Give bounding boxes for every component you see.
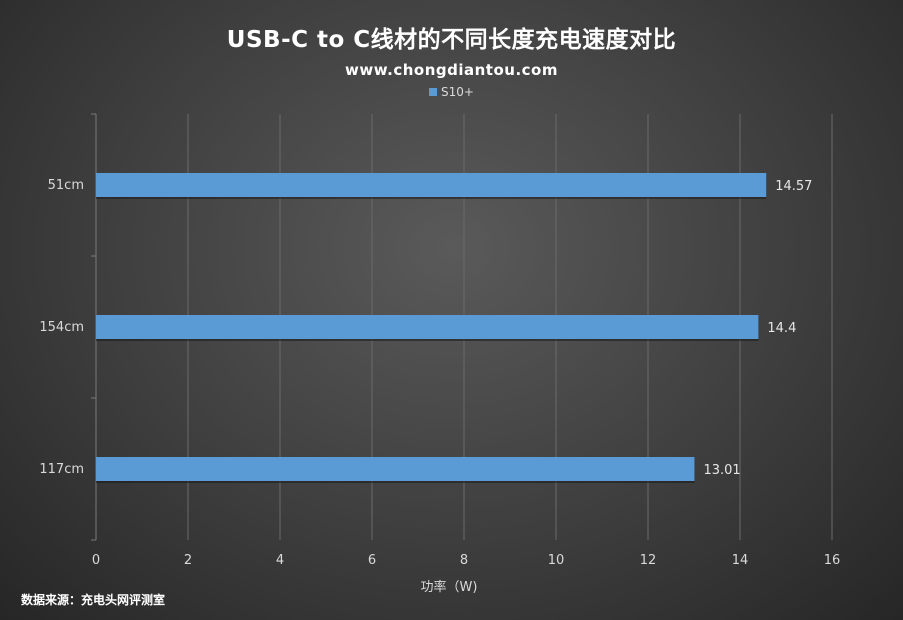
legend: S10+	[0, 85, 903, 99]
legend-label: S10+	[441, 85, 474, 99]
bar	[96, 457, 695, 481]
chart-subtitle: www.chongdiantou.com	[345, 61, 558, 79]
x-tick-label: 14	[732, 553, 749, 568]
x-tick-label: 2	[184, 553, 192, 568]
x-tick-label: 16	[824, 553, 841, 568]
legend-swatch	[429, 88, 438, 96]
x-tick-label: 8	[460, 553, 468, 568]
bar	[96, 173, 767, 197]
data-label: 13.01	[703, 463, 740, 478]
x-tick-label: 0	[92, 553, 100, 568]
x-tick-label: 10	[548, 553, 565, 568]
y-tick-label: 51cm	[48, 178, 84, 193]
source-note: 数据来源：充电头网评测室	[21, 593, 166, 607]
y-tick-label: 117cm	[39, 462, 84, 477]
data-label: 14.4	[767, 321, 796, 336]
data-label: 14.57	[775, 179, 812, 194]
x-tick-label: 12	[640, 553, 657, 568]
chart-title: USB-C to C线材的不同长度充电速度对比	[226, 27, 677, 53]
x-tick-label: 6	[368, 553, 376, 568]
bar	[96, 315, 759, 339]
x-axis-label: 功率（W)	[421, 579, 478, 595]
x-tick-label: 4	[276, 553, 284, 568]
y-tick-label: 154cm	[39, 320, 84, 335]
